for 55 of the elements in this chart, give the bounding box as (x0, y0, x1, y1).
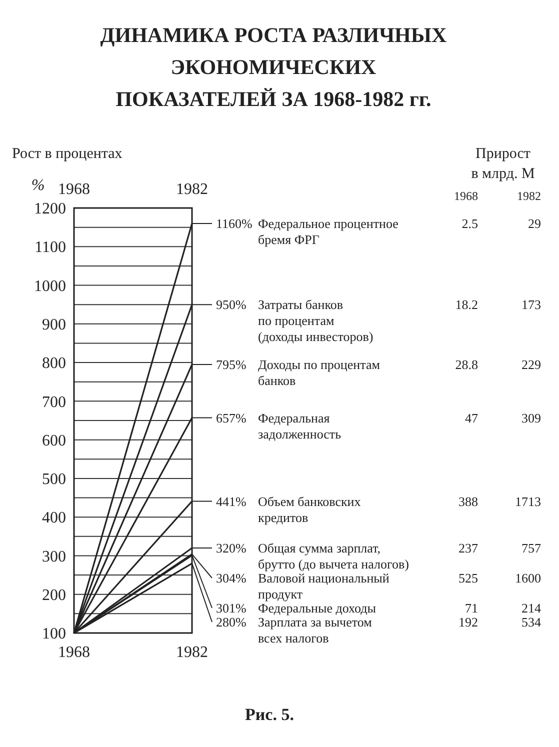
text: 237 (458, 540, 478, 556)
text: 2.5 (462, 216, 478, 232)
data-label: 301% (216, 600, 246, 616)
text: Прирост в млрд. М (471, 146, 535, 182)
text: 525 (458, 570, 478, 586)
y-tick-label: 300 (42, 548, 66, 566)
text: 757 (522, 540, 542, 556)
text: 28.8 (455, 357, 478, 372)
x2-tick-label: 1968 (58, 644, 90, 661)
text: ДИНАМИКА РОСТА РАЗЛИЧНЫХ ЭКОНОМИЧЕСКИХ ПОКАЗАТЕЛЕЙ ЗА 1968-1982 гг. (100, 23, 447, 111)
text: Доходы по процентам банков (258, 357, 380, 388)
text: Рис. 5. (245, 705, 294, 724)
text: 229 (522, 357, 541, 372)
text: Федеральные доходы (258, 600, 376, 616)
y-tick-label: 100 (42, 626, 66, 643)
data-label: 657% (216, 410, 246, 426)
y-tick-label: 600 (42, 432, 66, 450)
text: Валовой национальный продукт (258, 570, 390, 602)
data-label: 1160% (216, 216, 253, 232)
text: 388 (458, 494, 478, 509)
y-tick-label: 700 (42, 394, 66, 411)
y-tick-label: 800 (42, 355, 66, 372)
text: 214 (522, 600, 542, 616)
y-tick-label: 1100 (34, 239, 66, 256)
text: Затраты банков по процентам (доходы инвесторов) (258, 297, 374, 344)
text: Объем банковских кредитов (258, 494, 362, 525)
text: 29 (528, 216, 541, 232)
y-tick-label: 500 (42, 471, 66, 488)
text: Федеральное процентное бремя ФРГ (258, 216, 399, 248)
data-label: 280% (216, 614, 246, 630)
y-tick-label: 200 (42, 586, 66, 604)
text: 1600 (515, 570, 541, 586)
data-label: 320% (216, 540, 246, 556)
y-tick-label: 400 (42, 510, 66, 527)
text: Общая сумма зарплат, брутто (до вычета налогов) (258, 540, 409, 572)
data-label: 441% (216, 494, 246, 509)
y-tick-label: 1000 (34, 278, 66, 295)
text: 47 (465, 410, 478, 426)
text: 18.2 (455, 297, 478, 312)
text: 192 (458, 614, 478, 630)
y-tick-label: 1200 (34, 200, 66, 218)
text: Зарплата за вычетом всех налогов (258, 614, 372, 646)
text: 534 (522, 614, 542, 630)
text: 309 (522, 410, 541, 426)
x2-tick-label: 1982 (176, 644, 208, 661)
data-label: 795% (216, 357, 246, 372)
text: 1713 (515, 494, 541, 509)
data-label: 304% (216, 570, 246, 586)
text: Федеральная задолженность (258, 410, 342, 442)
data-label: 950% (216, 297, 246, 312)
y-axis-title: Рост в процентах (12, 146, 123, 162)
text: 71 (465, 600, 478, 616)
text: % (31, 177, 45, 194)
text: 173 (522, 297, 541, 312)
y-tick-label: 900 (42, 316, 66, 334)
